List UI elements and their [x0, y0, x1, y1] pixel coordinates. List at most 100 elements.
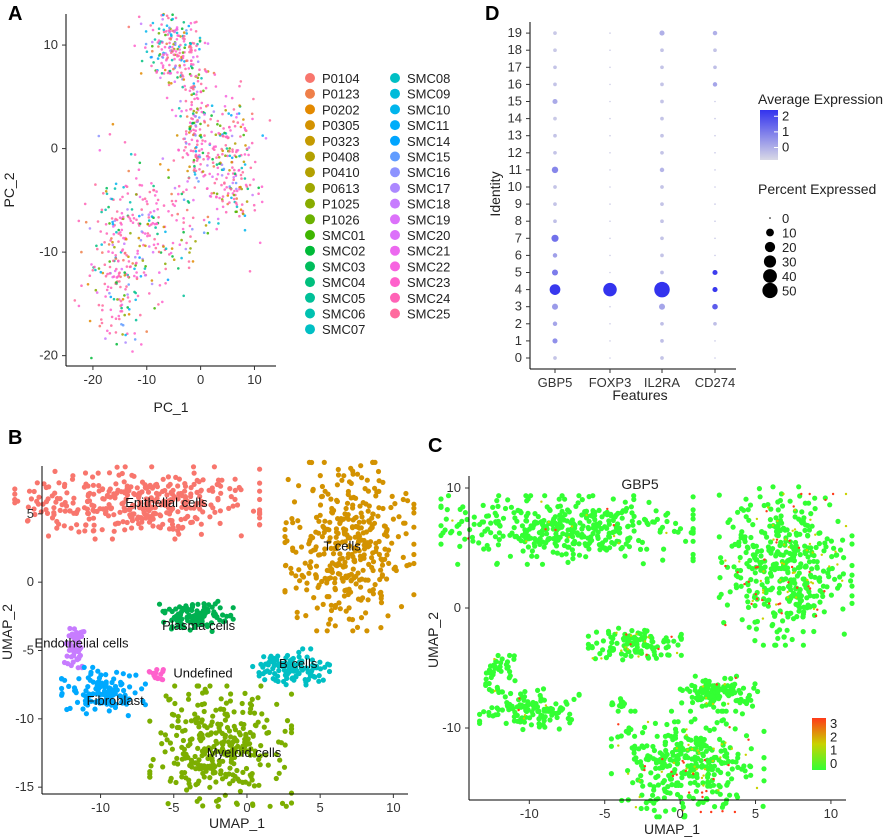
pca-point: [110, 324, 113, 327]
umap-b-point: [402, 520, 408, 526]
umap-c-point: [615, 521, 621, 527]
umap-c-point: [592, 513, 598, 519]
pca-point: [114, 257, 118, 260]
pca-point: [209, 195, 213, 198]
pca-point: [175, 26, 179, 29]
umap-c-point: [651, 787, 657, 793]
umap-b-point: [232, 496, 238, 502]
umap-b-point: [365, 508, 371, 514]
dotplot-point: [660, 270, 664, 275]
pca-point: [134, 318, 138, 322]
pca-point: [100, 321, 104, 325]
umap-b-point: [288, 691, 295, 697]
umap-b-point: [282, 534, 288, 540]
pca-point: [167, 168, 170, 172]
umap-c-point: [653, 774, 659, 781]
pca-point: [169, 49, 172, 52]
umap-c-point: [543, 708, 549, 714]
umap-b-point: [191, 505, 197, 511]
umap-c-point: [737, 567, 744, 574]
umap-c-point: [736, 540, 742, 546]
umap-b-point: [324, 628, 330, 634]
umap-b-point: [165, 801, 171, 807]
umap-c-point: [682, 771, 688, 777]
umap-c-expressing-point: [638, 779, 641, 782]
pca-point: [196, 107, 199, 110]
umap-c-point: [729, 776, 735, 782]
pca-point: [186, 200, 190, 203]
pca-point: [113, 245, 116, 249]
dotplot-ticks: GBP5 FOXP3 IL2RA CD274012345678910111213141…: [508, 25, 736, 390]
umap-c-point: [566, 509, 572, 515]
umap-b-point: [172, 536, 178, 542]
umap-c-expressing-point: [612, 534, 616, 538]
umap-c-point: [512, 709, 518, 715]
pca-point: [131, 221, 135, 224]
umap-c-point: [716, 696, 722, 702]
umap-b-point: [90, 528, 96, 534]
pca-point: [125, 254, 128, 257]
pca-point: [246, 187, 250, 191]
pca-point: [95, 244, 98, 248]
umap-b-point: [350, 502, 356, 508]
umap-b-point: [341, 473, 347, 479]
pca-point: [100, 208, 104, 212]
umap-c-point: [502, 694, 508, 700]
umap-c-point: [486, 709, 492, 716]
umap-c-point: [816, 541, 823, 547]
umap-b-point: [137, 503, 143, 509]
umap-b-point: [76, 676, 82, 682]
umap-c-point: [777, 519, 783, 525]
umap-b-point: [264, 717, 270, 723]
umap-b-point: [332, 623, 338, 629]
pca-point: [180, 27, 184, 31]
umap-c-point: [476, 540, 482, 546]
umap-b-point: [117, 693, 123, 699]
umap-c-point: [481, 546, 487, 552]
dotplot-x-tick-label: CD274: [695, 375, 735, 390]
pca-point: [171, 29, 174, 33]
umap-b-point: [12, 500, 18, 506]
umap-b-point: [109, 679, 115, 686]
umap-c-point: [709, 789, 716, 795]
pca-point: [247, 153, 250, 157]
dotplot-x-tick-label: GBP5: [538, 375, 573, 390]
pca-point: [140, 59, 144, 63]
umap-c-point: [645, 753, 651, 759]
pca-point: [221, 112, 224, 116]
dotplot-point: [712, 269, 718, 276]
umap-b-y-tick-label: -5: [22, 643, 34, 658]
pca-point: [188, 127, 191, 130]
umap-b-point: [251, 783, 257, 789]
pca-point: [100, 210, 103, 214]
percent-expressed-legend-title: Percent Expressed: [758, 181, 876, 197]
pca-point: [119, 221, 122, 225]
umap-b-point: [91, 522, 97, 528]
umap-b-point: [281, 764, 288, 770]
pca-point: [101, 308, 104, 312]
umap-b-point: [246, 781, 252, 787]
umap-c-point: [660, 557, 666, 563]
umap-c-point: [579, 512, 585, 518]
umap-c-point: [626, 649, 632, 655]
umap-c-x-tick-label: -10: [520, 806, 539, 821]
pca-point: [196, 76, 200, 80]
umap-c-point: [571, 541, 577, 547]
pca-point: [123, 242, 126, 245]
umap-c-point: [775, 524, 781, 530]
umap-c-point: [572, 522, 578, 528]
pca-point: [103, 282, 107, 286]
umap-c-point: [511, 510, 517, 516]
umap-b-point: [90, 515, 97, 521]
umap-b-point: [112, 492, 118, 499]
pca-x-tick-label: 0: [197, 372, 204, 387]
umap-b-point: [327, 535, 333, 541]
umap-b-point: [59, 502, 65, 508]
pca-point: [190, 62, 193, 66]
pca-point: [163, 45, 167, 49]
umap-b-point: [406, 562, 412, 568]
umap-c-expressing-point: [738, 560, 741, 563]
pca-point: [253, 160, 257, 164]
umap-c-point: [823, 544, 829, 550]
